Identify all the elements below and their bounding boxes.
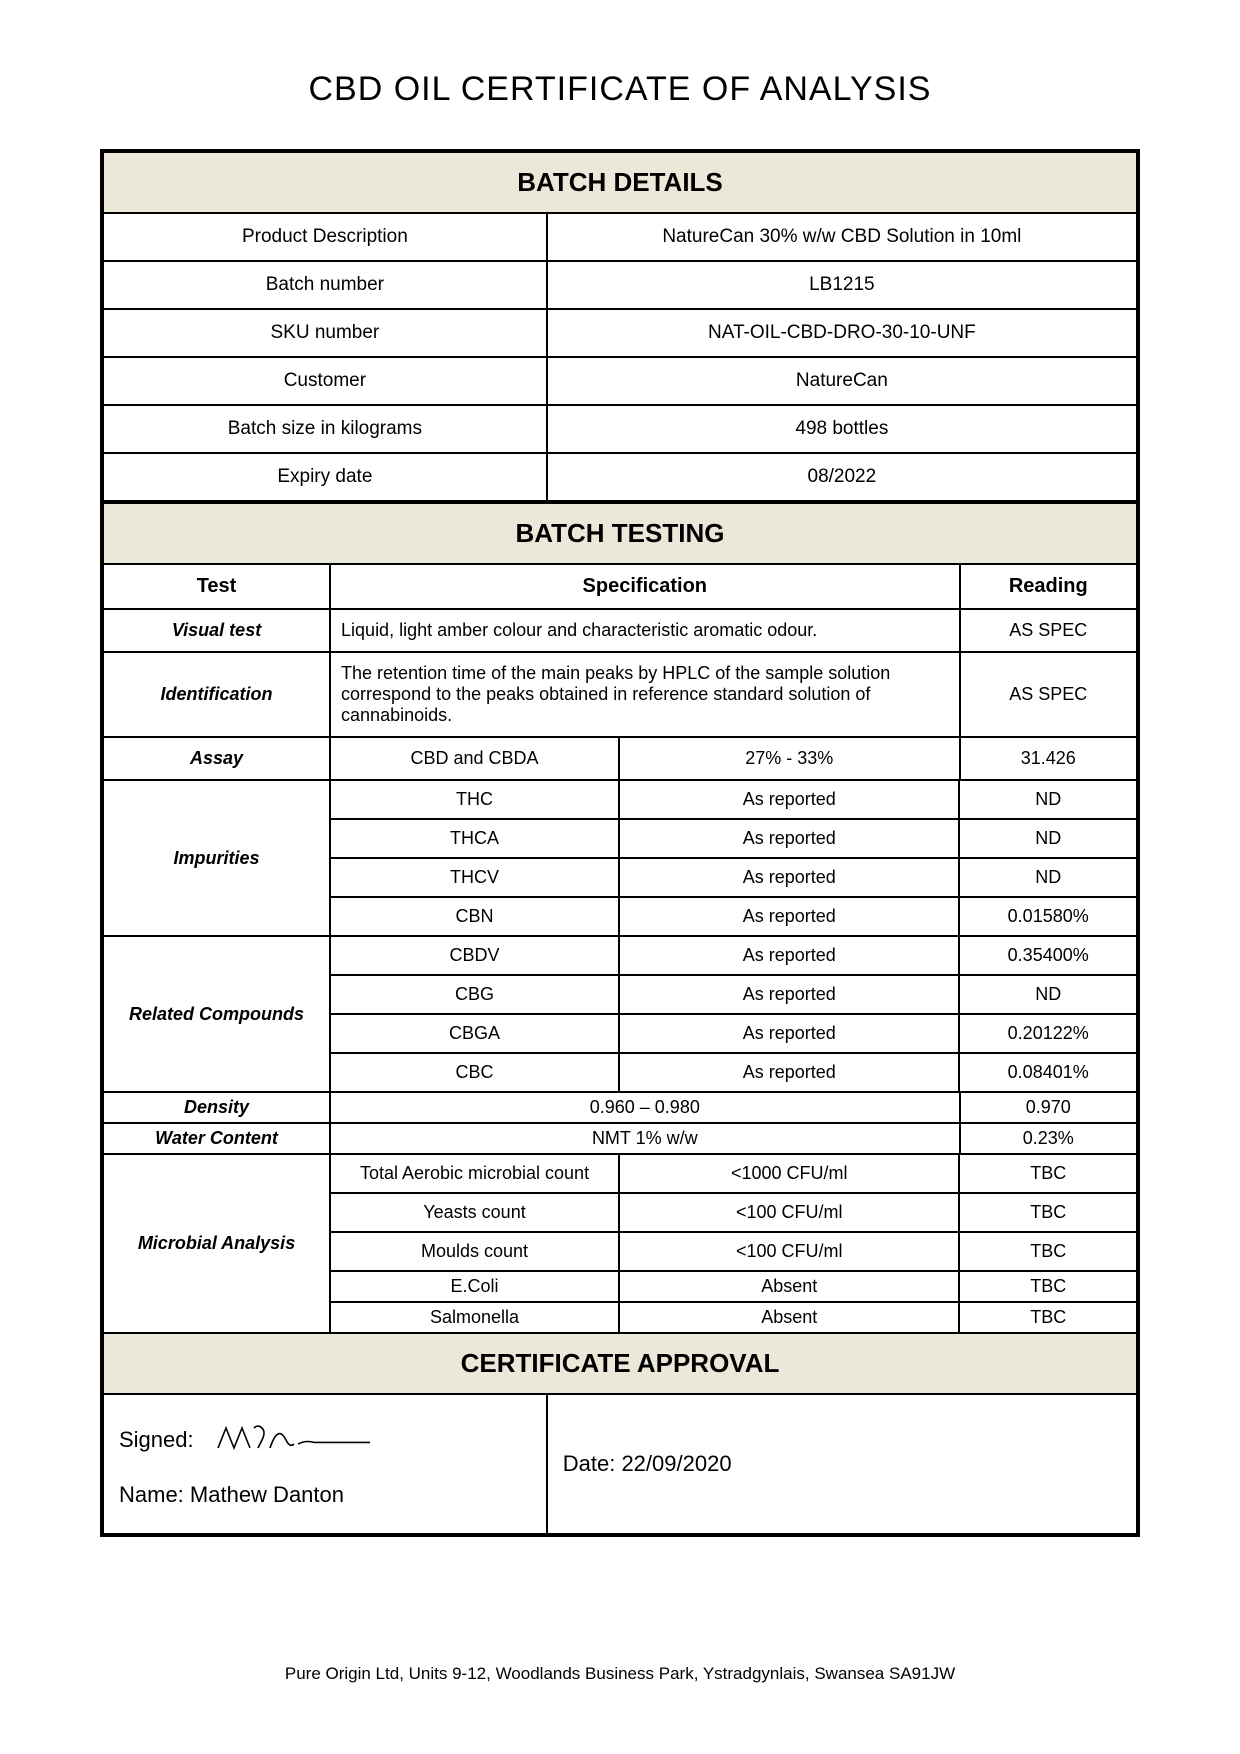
row-visual-test: Visual test Liquid, light amber colour a… <box>104 610 1136 653</box>
microbial-spec: Absent <box>620 1303 960 1334</box>
impurity-spec: As reported <box>620 820 960 859</box>
impurity-reading: ND <box>960 781 1135 820</box>
row-water: Water Content NMT 1% w/w 0.23% <box>104 1124 1136 1155</box>
test-reading: AS SPEC <box>961 653 1136 738</box>
detail-value: 498 bottles <box>548 406 1136 454</box>
microbial-spec: <1000 CFU/ml <box>620 1155 960 1194</box>
test-spec1: CBD and CBDA <box>331 738 620 781</box>
detail-value: LB1215 <box>548 262 1136 310</box>
microbial-reading: TBC <box>960 1233 1135 1272</box>
th-reading: Reading <box>961 565 1136 610</box>
test-spec: 0.960 – 0.980 <box>331 1093 961 1124</box>
detail-label: SKU number <box>104 310 548 358</box>
certificate-table: BATCH DETAILS Product DescriptionNatureC… <box>100 149 1140 1537</box>
test-reading: AS SPEC <box>961 610 1136 653</box>
group-related: Related Compounds CBDVAs reported0.35400… <box>104 937 1136 1093</box>
test-spec: The retention time of the main peaks by … <box>331 653 961 738</box>
microbial-reading: TBC <box>960 1303 1135 1334</box>
detail-label: Batch number <box>104 262 548 310</box>
impurity-spec: As reported <box>620 781 960 820</box>
impurity-reading: 0.01580% <box>960 898 1135 937</box>
test-spec2: 27% - 33% <box>620 738 961 781</box>
detail-label: Batch size in kilograms <box>104 406 548 454</box>
test-spec: NMT 1% w/w <box>331 1124 961 1155</box>
group-impurities: Impurities THCAs reportedND THCAAs repor… <box>104 781 1136 937</box>
microbial-reading: TBC <box>960 1194 1135 1233</box>
section-batch-details: BATCH DETAILS <box>104 153 1136 214</box>
detail-label: Customer <box>104 358 548 406</box>
detail-value: 08/2022 <box>548 454 1136 502</box>
compound-name: CBGA <box>331 1015 620 1054</box>
compound-name: CBDV <box>331 937 620 976</box>
name-label: Name: Mathew Danton <box>119 1482 531 1508</box>
microbial-name: Yeasts count <box>331 1194 620 1233</box>
microbial-spec: <100 CFU/ml <box>620 1233 960 1272</box>
microbial-name: Moulds count <box>331 1233 620 1272</box>
compound-spec: As reported <box>620 976 960 1015</box>
section-certificate-approval: CERTIFICATE APPROVAL <box>104 1334 1136 1395</box>
test-label: Assay <box>104 738 331 781</box>
section-batch-testing: BATCH TESTING <box>104 502 1136 565</box>
row-assay: Assay CBD and CBDA 27% - 33% 31.426 <box>104 738 1136 781</box>
row-density: Density 0.960 – 0.980 0.970 <box>104 1093 1136 1124</box>
page-title: CBD OIL CERTIFICATE OF ANALYSIS <box>100 70 1140 109</box>
detail-value: NatureCan 30% w/w CBD Solution in 10ml <box>548 214 1136 262</box>
signed-label: Signed: <box>119 1427 194 1453</box>
th-test: Test <box>104 565 331 610</box>
impurity-name: THCA <box>331 820 620 859</box>
detail-value: NAT-OIL-CBD-DRO-30-10-UNF <box>548 310 1136 358</box>
batch-details-rows: Product DescriptionNatureCan 30% w/w CBD… <box>104 214 1136 502</box>
approval-row: Signed: Name: Mathew Danton Date: 22/09/… <box>104 1395 1136 1533</box>
microbial-name: Total Aerobic microbial count <box>331 1155 620 1194</box>
microbial-name: E.Coli <box>331 1272 620 1303</box>
compound-reading: 0.35400% <box>960 937 1135 976</box>
compound-spec: As reported <box>620 937 960 976</box>
footer-text: Pure Origin Ltd, Units 9-12, Woodlands B… <box>0 1664 1240 1684</box>
approval-left: Signed: Name: Mathew Danton <box>104 1395 548 1533</box>
th-spec: Specification <box>331 565 961 610</box>
group-label: Microbial Analysis <box>104 1155 331 1334</box>
test-label: Density <box>104 1093 331 1124</box>
group-label: Impurities <box>104 781 331 937</box>
impurity-name: THC <box>331 781 620 820</box>
test-label: Visual test <box>104 610 331 653</box>
detail-value: NatureCan <box>548 358 1136 406</box>
compound-spec: As reported <box>620 1015 960 1054</box>
compound-spec: As reported <box>620 1054 960 1093</box>
impurity-reading: ND <box>960 859 1135 898</box>
compound-reading: 0.08401% <box>960 1054 1135 1093</box>
approval-right: Date: 22/09/2020 <box>548 1395 1136 1533</box>
date-label: Date: 22/09/2020 <box>563 1451 732 1477</box>
test-reading: 0.970 <box>961 1093 1136 1124</box>
test-label: Identification <box>104 653 331 738</box>
microbial-reading: TBC <box>960 1155 1135 1194</box>
microbial-spec: <100 CFU/ml <box>620 1194 960 1233</box>
test-spec: Liquid, light amber colour and character… <box>331 610 961 653</box>
compound-name: CBC <box>331 1054 620 1093</box>
compound-name: CBG <box>331 976 620 1015</box>
microbial-name: Salmonella <box>331 1303 620 1334</box>
test-reading: 0.23% <box>961 1124 1136 1155</box>
detail-label: Expiry date <box>104 454 548 502</box>
group-label: Related Compounds <box>104 937 331 1093</box>
impurity-reading: ND <box>960 820 1135 859</box>
microbial-reading: TBC <box>960 1272 1135 1303</box>
test-label: Water Content <box>104 1124 331 1155</box>
compound-reading: ND <box>960 976 1135 1015</box>
impurity-spec: As reported <box>620 898 960 937</box>
impurity-name: CBN <box>331 898 620 937</box>
microbial-spec: Absent <box>620 1272 960 1303</box>
signature-icon <box>204 1420 384 1460</box>
testing-header-row: Test Specification Reading <box>104 565 1136 610</box>
impurity-name: THCV <box>331 859 620 898</box>
test-reading: 31.426 <box>961 738 1136 781</box>
compound-reading: 0.20122% <box>960 1015 1135 1054</box>
detail-label: Product Description <box>104 214 548 262</box>
row-identification: Identification The retention time of the… <box>104 653 1136 738</box>
impurity-spec: As reported <box>620 859 960 898</box>
group-microbial: Microbial Analysis Total Aerobic microbi… <box>104 1155 1136 1334</box>
